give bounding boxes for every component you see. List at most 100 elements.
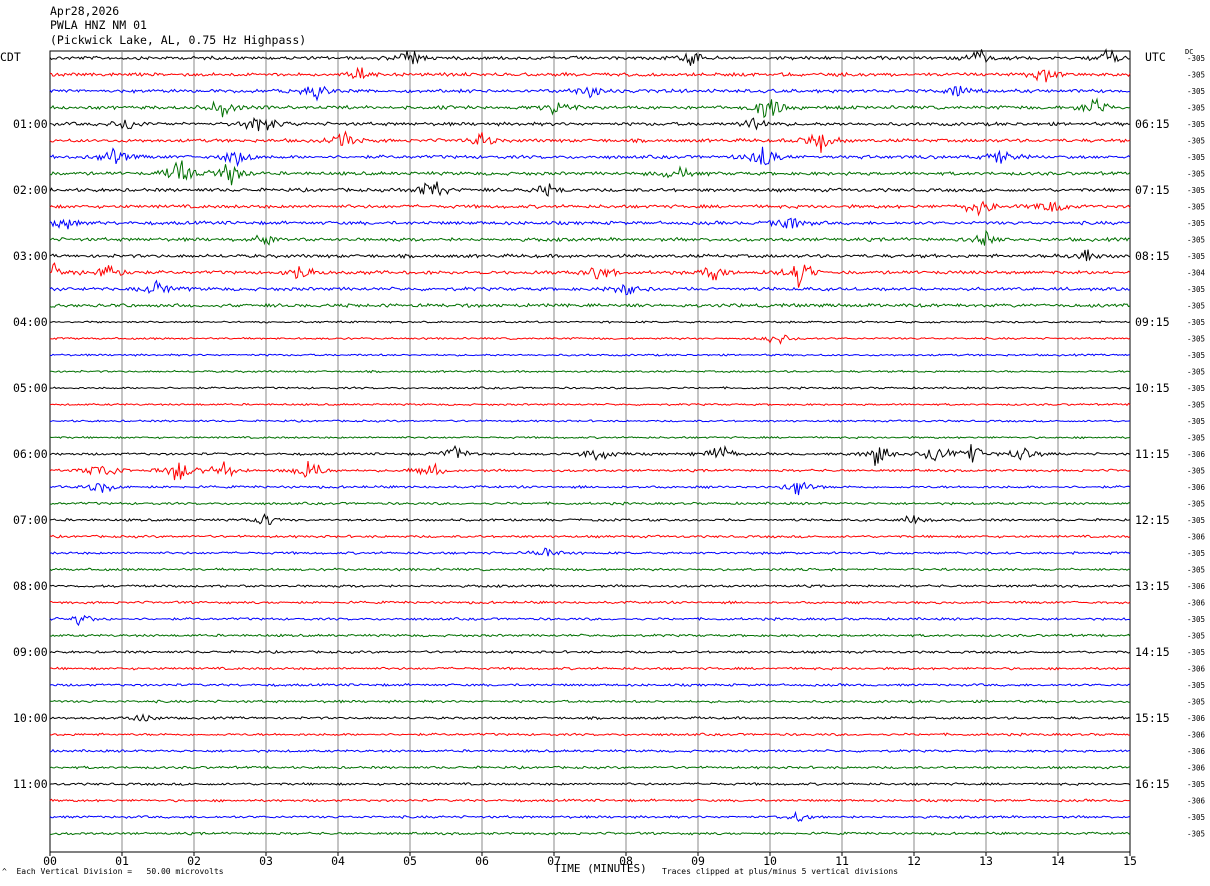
utc-time-label: 14:15 — [1135, 645, 1170, 659]
seismic-trace — [49, 146, 1131, 168]
x-tick-label: 09 — [691, 854, 705, 868]
seismic-trace — [50, 369, 1131, 374]
seismic-trace — [49, 666, 1131, 671]
dc-offset-label: -305 — [1187, 516, 1205, 525]
seismic-trace — [49, 600, 1131, 605]
dc-offset-label: -306 — [1187, 599, 1206, 608]
right-timezone-label: UTC — [1145, 50, 1166, 64]
seismic-trace — [49, 461, 1131, 481]
seismic-trace — [49, 302, 1131, 309]
x-tick-label: 14 — [1051, 854, 1065, 868]
seismic-trace — [49, 501, 1131, 506]
x-tick-label: 10 — [763, 854, 777, 868]
seismic-trace — [50, 831, 1131, 836]
dc-offset-label: -306 — [1187, 665, 1206, 674]
cdt-time-label: 10:00 — [13, 711, 48, 725]
seismic-trace — [49, 699, 1130, 704]
x-axis-label: TIME (MINUTES) — [554, 862, 647, 875]
seismic-trace — [49, 481, 1131, 496]
x-tick-label: 12 — [907, 854, 921, 868]
dc-offset-label: -305 — [1187, 401, 1205, 410]
utc-time-label: 08:15 — [1135, 249, 1170, 263]
dc-offset-label: -306 — [1187, 764, 1206, 773]
dc-offset-label: -306 — [1187, 582, 1206, 591]
utc-time-label: 11:15 — [1135, 447, 1170, 461]
x-tick-label: 05 — [403, 854, 417, 868]
dc-offset-label: -305 — [1187, 219, 1205, 228]
dc-offset-label: -305 — [1187, 104, 1205, 113]
station-description: (Pickwick Lake, AL, 0.75 Hz Highpass) — [50, 33, 307, 47]
dc-offset-label: -305 — [1187, 648, 1205, 657]
dc-offset-label: -306 — [1187, 797, 1206, 806]
utc-time-label: 15:15 — [1135, 711, 1170, 725]
utc-time-label: 13:15 — [1135, 579, 1170, 593]
dc-offset-label: -305 — [1187, 549, 1205, 558]
dc-offset-label: -305 — [1187, 318, 1205, 327]
dc-offset-label: -305 — [1187, 417, 1205, 426]
seismic-trace — [49, 567, 1131, 572]
dc-offset-label: -305 — [1187, 500, 1205, 509]
dc-offset-label: -306 — [1187, 731, 1206, 740]
dc-offset-label: -305 — [1187, 681, 1205, 690]
clip-note: Traces clipped at plus/minus 5 vertical … — [662, 867, 899, 876]
station-code: PWLA HNZ NM 01 — [50, 18, 147, 32]
seismic-trace — [49, 353, 1131, 357]
seismic-trace — [49, 249, 1131, 262]
cdt-time-label: 07:00 — [13, 513, 48, 527]
x-tick-label: 08 — [619, 854, 633, 868]
dc-offset-label: -306 — [1187, 483, 1206, 492]
seismic-trace — [49, 765, 1131, 770]
dc-offset-label: -305 — [1187, 698, 1205, 707]
seismic-trace — [49, 85, 1131, 102]
dc-offset-label: -305 — [1187, 120, 1205, 129]
seismic-trace — [49, 649, 1131, 655]
dc-offset-label: -305 — [1187, 87, 1205, 96]
scale-note: ^ Each Vertical Division = 50.00 microvo… — [2, 867, 224, 876]
dc-offset-label: -306 — [1187, 714, 1206, 723]
seismic-trace — [49, 262, 1131, 288]
dc-offset-label: -305 — [1187, 434, 1205, 443]
seismic-trace — [49, 583, 1131, 589]
seismic-trace — [49, 217, 1131, 230]
dc-offset-label: -306 — [1187, 533, 1206, 542]
seismic-trace — [49, 66, 1131, 83]
seismic-trace — [49, 444, 1131, 466]
utc-time-label: 07:15 — [1135, 183, 1170, 197]
seismic-trace — [49, 334, 1131, 345]
x-tick-label: 01 — [115, 854, 129, 868]
dc-offset-label: -305 — [1187, 830, 1205, 839]
dc-offset-label: -305 — [1187, 137, 1205, 146]
dc-column-header: DC — [1185, 48, 1194, 56]
seismic-trace — [49, 160, 1131, 186]
seismic-trace — [49, 435, 1131, 440]
dc-offset-label: -305 — [1187, 71, 1205, 80]
dc-offset-label: -305 — [1187, 285, 1205, 294]
seismic-trace — [49, 130, 1131, 153]
seismic-trace — [49, 320, 1131, 324]
seismic-trace — [49, 798, 1131, 803]
scale-note-text: Each Vertical Division = 50.00 microvolt… — [16, 867, 224, 876]
seismic-trace — [49, 97, 1131, 119]
seismic-trace — [49, 513, 1131, 525]
x-tick-label: 15 — [1123, 854, 1137, 868]
utc-time-label: 16:15 — [1135, 777, 1170, 791]
seismic-trace — [49, 48, 1131, 66]
x-tick-label: 00 — [43, 854, 57, 868]
dc-offset-label: -305 — [1187, 566, 1205, 575]
seismic-trace — [49, 810, 1131, 823]
dc-offset-label: -305 — [1187, 813, 1205, 822]
x-tick-label: 11 — [835, 854, 849, 868]
cdt-time-label: 03:00 — [13, 249, 48, 263]
seismic-trace — [49, 117, 1131, 132]
seismic-trace — [49, 181, 1131, 197]
utc-time-label: 06:15 — [1135, 117, 1170, 131]
utc-time-label: 09:15 — [1135, 315, 1170, 329]
seismic-trace — [49, 781, 1131, 787]
x-tick-label: 06 — [475, 854, 489, 868]
seismic-trace — [49, 547, 1131, 557]
seismic-trace — [50, 386, 1131, 390]
seismic-trace — [49, 732, 1131, 737]
cdt-time-label: 08:00 — [13, 579, 48, 593]
seismic-trace — [49, 229, 1131, 246]
seismic-trace — [49, 534, 1131, 539]
